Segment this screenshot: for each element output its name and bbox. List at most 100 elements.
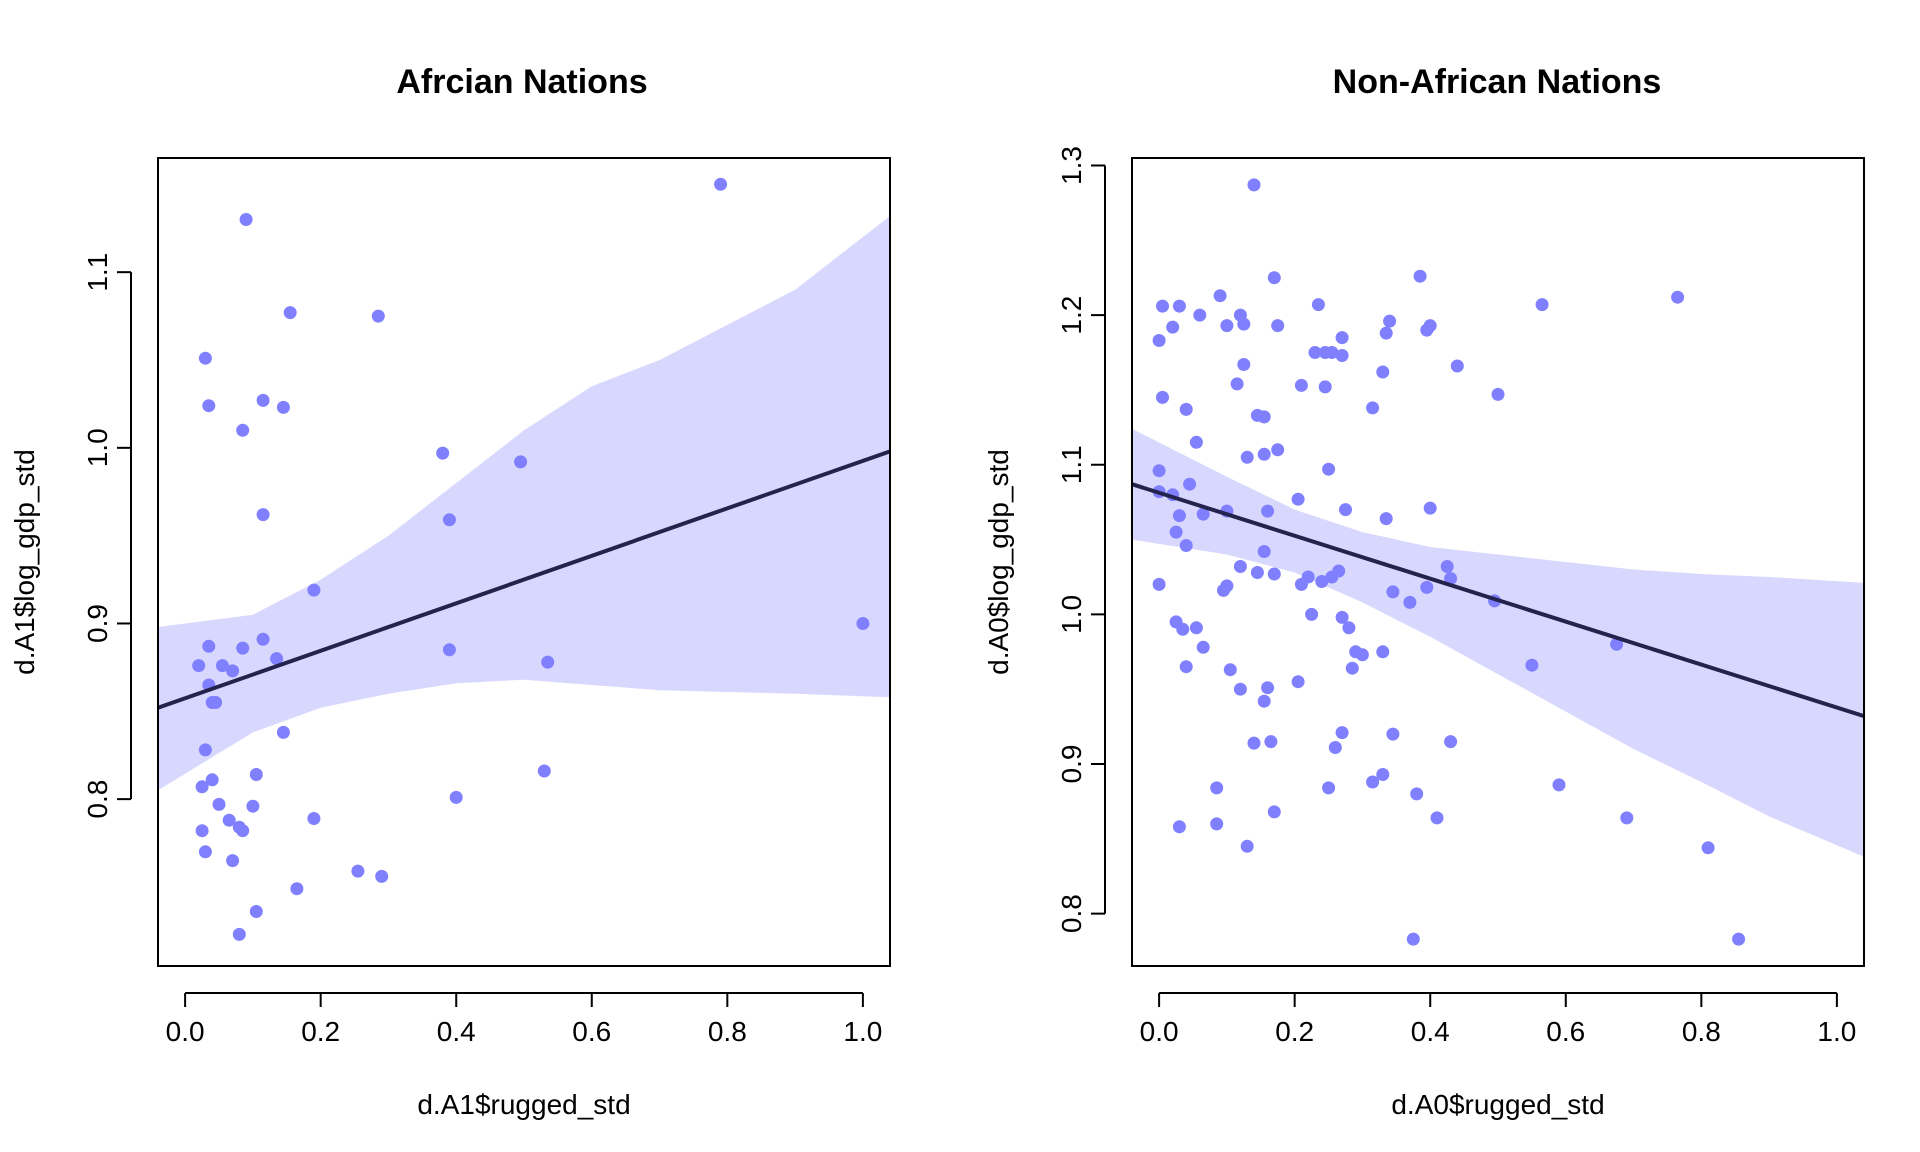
data-point [1406,932,1420,946]
data-point [1257,545,1271,558]
data-point [1620,811,1634,825]
data-point [1386,727,1400,741]
data-point [1213,289,1227,303]
data-point [236,423,250,437]
data-point [514,455,528,469]
data-point [198,743,212,757]
x-tick-label: 0.2 [301,1016,340,1047]
data-point [1271,443,1285,457]
data-point [1196,640,1210,654]
data-point [290,882,304,896]
data-point [1430,811,1444,825]
data-point [1444,572,1458,585]
data-point [1250,566,1264,579]
regression-line [1131,482,1865,719]
data-point [1335,331,1349,345]
data-point [1423,501,1437,515]
data-point [1193,308,1207,322]
data-point [1322,781,1336,795]
x-tick-label: 0.0 [166,1016,205,1047]
data-point [236,641,250,655]
data-point [1166,320,1180,334]
data-point [222,813,236,827]
plot-frame [157,157,891,967]
x-tick-label: 0.4 [437,1016,476,1047]
data-point [1355,648,1369,662]
data-point [1335,349,1349,362]
data-point [1410,787,1424,801]
data-point [1237,317,1251,331]
credible-interval-band [1132,428,1864,857]
data-point [1179,539,1193,552]
data-point [541,655,555,669]
data-point [1176,622,1190,636]
data-point [195,780,209,794]
data-point [236,824,250,838]
data-point [226,854,240,868]
x-tick-label: 0.8 [708,1016,747,1047]
y-tick-label: 1.0 [1056,595,1087,634]
y-tick-label: 1.0 [82,428,113,467]
data-point [1230,377,1244,391]
data-point [307,812,321,825]
data-point [1210,781,1224,795]
data-point [1179,660,1193,674]
data-point [537,764,551,778]
data-point [215,659,229,673]
data-point [1261,681,1275,695]
data-point [1247,736,1261,750]
data-point [205,773,219,787]
data-point [1525,658,1539,672]
y-axis-label: d.A1$log_gdp_std [9,449,40,675]
data-point [1440,560,1454,573]
data-point [375,869,389,883]
data-point [276,725,290,739]
data-point [256,393,270,407]
data-point [1156,390,1169,404]
y-tick-label: 0.8 [82,780,113,819]
data-point [1311,298,1325,312]
data-point [1257,410,1271,424]
y-axis: 0.8 0.9 1.0 1.1 1.2 1.3 [1056,146,1106,933]
data-point [1233,682,1247,696]
data-point [1610,637,1624,651]
data-point [1261,504,1275,518]
data-point [1291,675,1305,689]
x-tick-label: 0.6 [572,1016,611,1047]
data-point [1189,621,1203,635]
chart-title: Non-African Nations [1333,63,1662,101]
data-points [1152,178,1746,946]
y-tick-label: 1.1 [1056,445,1087,484]
x-tick-label: 0.2 [1275,1016,1314,1047]
data-point [283,306,297,320]
data-point [1169,525,1183,539]
data-point [209,696,223,709]
data-point [1491,387,1505,401]
data-point [1210,817,1224,831]
data-point [1152,577,1166,591]
data-point [1671,290,1685,304]
data-point [256,632,270,646]
y-tick-label: 0.8 [1056,894,1087,933]
data-point [1308,346,1322,359]
data-point [1156,299,1169,313]
data-point [449,790,463,804]
y-tick-label: 1.3 [1056,146,1087,185]
x-axis: 0.0 0.2 0.4 0.6 0.8 1.0 [166,992,882,1047]
data-point [1325,570,1339,584]
y-tick-label: 0.9 [1056,745,1087,784]
data-point [1335,726,1349,740]
data-point [1379,326,1393,340]
data-point [1267,805,1281,819]
data-point [1552,778,1566,792]
data-point [1403,595,1417,609]
x-tick-label: 1.0 [843,1016,882,1047]
data-point [1291,492,1305,506]
data-point [1315,575,1329,588]
data-point [1305,607,1319,621]
data-point [1172,820,1186,834]
data-point [1732,932,1746,946]
data-point [249,768,263,781]
data-point [1376,645,1390,659]
data-point [1318,380,1332,394]
